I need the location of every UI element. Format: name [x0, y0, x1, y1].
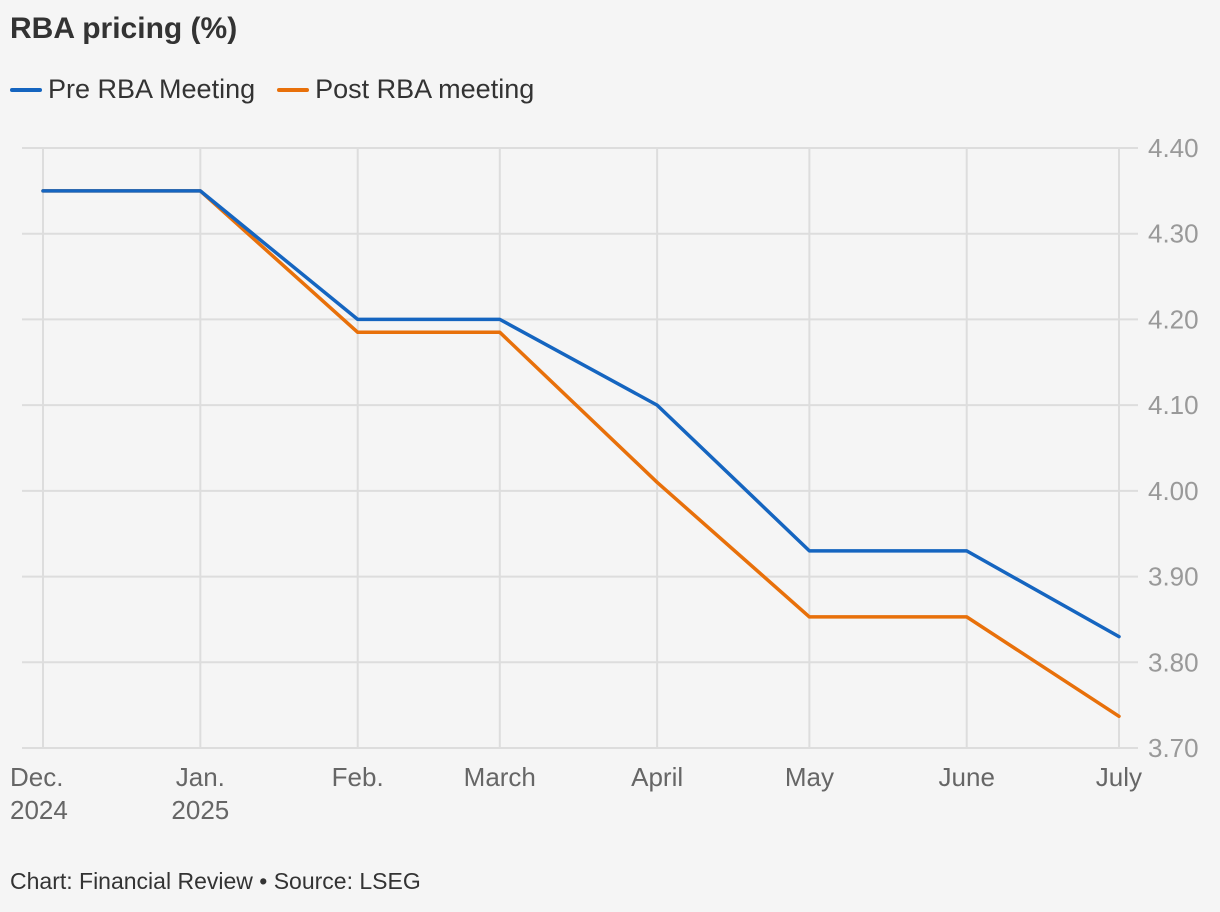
legend-item-post: Post RBA meeting [277, 74, 534, 105]
series-line-post [41, 189, 1121, 719]
chart-source-footer: Chart: Financial Review • Source: LSEG [10, 868, 421, 894]
y-tick-label: 3.80 [1148, 647, 1199, 677]
y-tick-label: 4.30 [1148, 219, 1199, 249]
y-tick-label: 4.00 [1148, 476, 1199, 506]
series-line-pre [41, 189, 1121, 639]
legend-label-pre: Pre RBA Meeting [48, 74, 256, 104]
x-tick-label: April [631, 762, 683, 792]
x-tick-label: May [785, 762, 834, 792]
legend-item-pre: Pre RBA Meeting [10, 74, 255, 105]
x-tick-label: Dec. 2024 [10, 762, 68, 825]
series-lines [41, 189, 1121, 719]
x-tick-label: July [1096, 762, 1142, 792]
x-axis-ticks: Dec. 2024 Jan. 2025 Feb. March April May June Jul… [10, 762, 1142, 825]
legend-swatch-pre [10, 87, 42, 92]
legend-swatch-post [277, 87, 310, 92]
y-tick-label: 3.70 [1148, 733, 1199, 763]
chart-title: RBA pricing (%) [10, 12, 238, 45]
x-tick-label: June [939, 762, 995, 792]
x-tick-label: March [464, 762, 536, 792]
x-tick-label: Feb. [332, 762, 384, 792]
y-tick-label: 3.90 [1148, 562, 1199, 592]
legend: Pre RBA Meeting Post RBA meeting [10, 74, 534, 105]
legend-label-post: Post RBA meeting [315, 74, 535, 104]
y-tick-label: 4.20 [1148, 304, 1199, 334]
line-chart: 3.70 3.80 3.90 4.00 4.10 4.20 4.30 4.40 Dec. 202… [10, 133, 1199, 825]
grid-vertical [42, 148, 1120, 748]
y-tick-label: 4.10 [1148, 390, 1199, 420]
y-axis-ticks: 3.70 3.80 3.90 4.00 4.10 4.20 4.30 4.40 [1148, 133, 1199, 763]
x-tick-label: Jan. 2025 [171, 762, 229, 825]
grid-horizontal [22, 147, 1138, 749]
y-tick-label: 4.40 [1148, 133, 1199, 163]
